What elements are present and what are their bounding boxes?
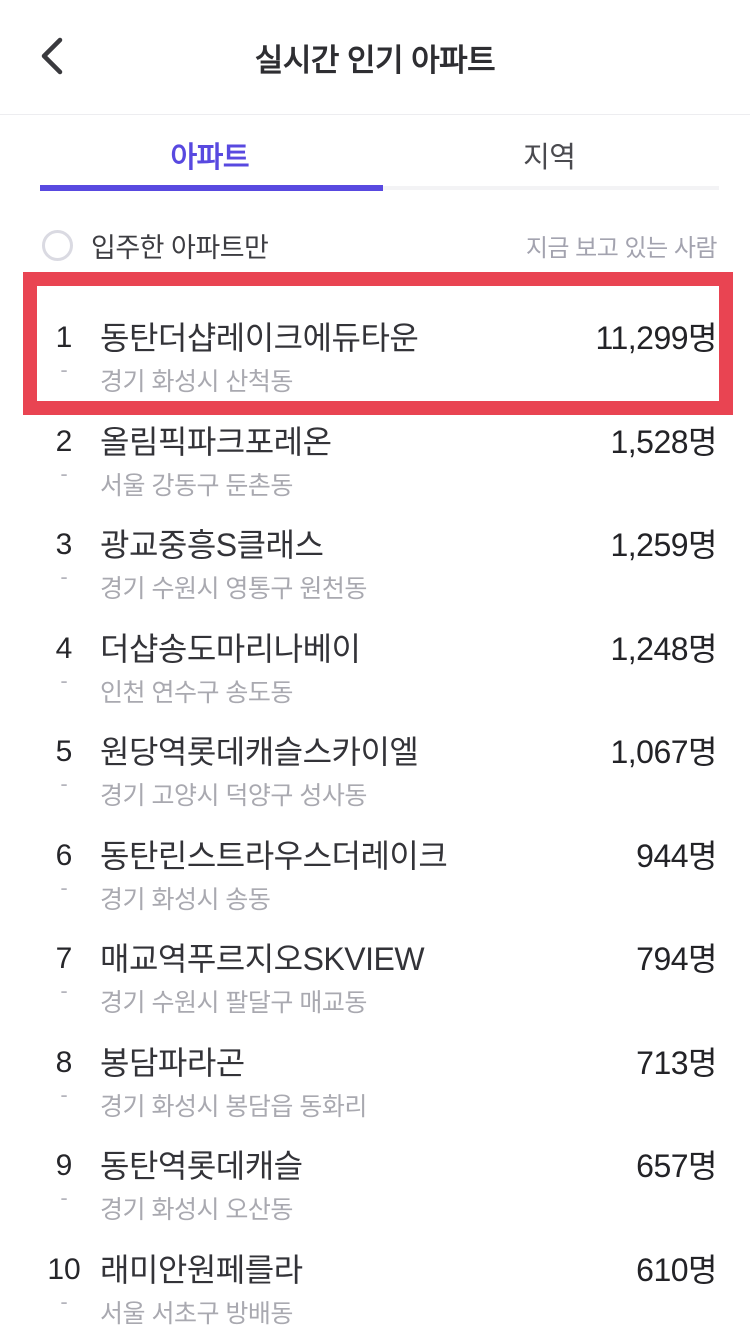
viewer-count: 1,259명 [610, 527, 717, 563]
rank-number: 4 [55, 631, 73, 665]
back-button[interactable] [36, 35, 80, 79]
rank-number: 9 [55, 1149, 73, 1182]
rank-change-indicator: - [60, 1288, 68, 1314]
viewer-count: 1,528명 [610, 423, 717, 460]
rank-change-indicator: - [60, 874, 68, 900]
viewer-count: 657명 [636, 1148, 717, 1184]
apartment-name: 광교중흥S클래스 [100, 527, 324, 563]
rank-item-5[interactable]: 5 - 원당역롯데캐슬스카이엘 경기 고양시 덕양구 성사동 1,067명 [0, 709, 750, 813]
rank-change-indicator: - [60, 357, 68, 382]
rank-item-10[interactable]: 10 - 래미안원페를라 서울 서초구 방배동 610명 [0, 1227, 750, 1331]
rank-change-indicator: - [60, 460, 68, 486]
rank-column: 5 - [40, 731, 88, 796]
apartment-location: 경기 고양시 덕양구 성사동 [100, 782, 367, 810]
rank-number: 5 [55, 735, 73, 768]
tab-region[interactable]: 지역 [380, 115, 720, 195]
rank-number: 6 [55, 838, 73, 872]
apartment-name: 동탄역롯데캐슬 [100, 1148, 303, 1184]
apartment-name: 원당역롯데캐슬스카이엘 [100, 734, 419, 770]
apartment-info: 동탄더샵레이크에듀타운 경기 화성시 산척동 [100, 317, 419, 399]
rank-column: 8 - [40, 1042, 88, 1107]
rank-column: 4 - [40, 628, 88, 693]
apartment-name: 동탄더샵레이크에듀타운 [100, 320, 419, 356]
apartment-info: 광교중흥S클래스 경기 수원시 영통구 원천동 [100, 524, 367, 606]
rank-column: 10 - [40, 1249, 88, 1314]
apartment-location: 경기 화성시 오산동 [100, 1196, 293, 1224]
apartment-info: 원당역롯데캐슬스카이엘 경기 고양시 덕양구 성사동 [100, 731, 419, 813]
rank-column: 3 - [40, 524, 88, 589]
viewer-count: 610명 [636, 1251, 717, 1288]
apartment-name: 매교역푸르지오SKVIEW [100, 941, 425, 977]
rank-item-3[interactable]: 3 - 광교중흥S클래스 경기 수원시 영통구 원천동 1,259명 [0, 502, 750, 606]
apartment-info: 동탄역롯데캐슬 경기 화성시 오산동 [100, 1145, 303, 1227]
rank-number: 10 [47, 1252, 81, 1286]
apartment-info: 동탄린스트라우스더레이크 경기 화성시 송동 [100, 835, 448, 917]
rank-column: 7 - [40, 938, 88, 1003]
viewer-count: 1,248명 [610, 630, 717, 667]
apartment-rank-list: 1 - 동탄더샵레이크에듀타운 경기 화성시 산척동 11,299명 2 - 올… [0, 295, 750, 1330]
rank-column: 1 - [40, 317, 88, 382]
filter-row: 입주한 아파트만 지금 보고 있는 사람 [0, 195, 750, 295]
apartment-name: 봉담파라곤 [100, 1044, 245, 1081]
apartment-location: 경기 수원시 영통구 원천동 [100, 575, 367, 603]
rank-number: 3 [55, 528, 73, 561]
apartment-location: 경기 화성시 산척동 [100, 368, 293, 396]
apartment-location: 서울 서초구 방배동 [100, 1299, 293, 1328]
viewer-count: 944명 [636, 837, 717, 874]
occupied-only-label[interactable]: 입주한 아파트만 [91, 232, 269, 263]
viewer-count: 11,299명 [595, 320, 718, 356]
rank-change-indicator: - [60, 667, 68, 693]
apartment-info: 봉담파라곤 경기 화성시 봉담읍 동화리 [100, 1042, 367, 1124]
rank-column: 9 - [40, 1145, 88, 1210]
rank-change-indicator: - [60, 564, 68, 589]
apartment-location: 경기 화성시 봉담읍 동화리 [100, 1092, 367, 1121]
rank-item-8[interactable]: 8 - 봉담파라곤 경기 화성시 봉담읍 동화리 713명 [0, 1020, 750, 1124]
apartment-name: 더샵송도마리나베이 [100, 630, 361, 667]
viewers-column-hint: 지금 보고 있는 사람 [525, 234, 718, 262]
page-title: 실시간 인기 아파트 [254, 42, 496, 78]
apartment-info: 래미안원페를라 서울 서초구 방배동 [100, 1249, 303, 1331]
rank-number: 7 [55, 942, 73, 975]
rank-number: 1 [55, 321, 73, 354]
rank-column: 6 - [40, 835, 88, 900]
apartment-name: 동탄린스트라우스더레이크 [100, 837, 448, 874]
rank-item-7[interactable]: 7 - 매교역푸르지오SKVIEW 경기 수원시 팔달구 매교동 794명 [0, 916, 750, 1020]
apartment-location: 서울 강동구 둔촌동 [100, 471, 293, 500]
rank-item-9[interactable]: 9 - 동탄역롯데캐슬 경기 화성시 오산동 657명 [0, 1123, 750, 1227]
tab-apartment[interactable]: 아파트 [40, 115, 380, 195]
apartment-info: 올림픽파크포레온 서울 강동구 둔촌동 [100, 421, 332, 503]
viewer-count: 713명 [636, 1044, 717, 1081]
apartment-name: 올림픽파크포레온 [100, 423, 332, 460]
apartment-info: 더샵송도마리나베이 인천 연수구 송도동 [100, 628, 361, 710]
rank-item-2[interactable]: 2 - 올림픽파크포레온 서울 강동구 둔촌동 1,528명 [0, 399, 750, 503]
rank-column: 2 - [40, 421, 88, 486]
rank-change-indicator: - [60, 1081, 68, 1107]
rank-change-indicator: - [60, 978, 68, 1003]
rank-item-1[interactable]: 1 - 동탄더샵레이크에듀타운 경기 화성시 산척동 11,299명 [0, 295, 750, 399]
apartment-location: 경기 수원시 팔달구 매교동 [100, 989, 367, 1017]
tab-bar: 아파트 지역 [0, 115, 750, 195]
apartment-name: 래미안원페를라 [100, 1251, 303, 1288]
viewer-count: 1,067명 [610, 734, 717, 770]
header: 실시간 인기 아파트 [0, 0, 750, 115]
occupied-only-toggle-icon[interactable] [42, 229, 73, 261]
viewer-count: 794명 [636, 941, 717, 977]
rank-item-4[interactable]: 4 - 더샵송도마리나베이 인천 연수구 송도동 1,248명 [0, 606, 750, 710]
apartment-location: 경기 화성시 송동 [100, 885, 271, 914]
rank-number: 8 [55, 1045, 73, 1079]
apartment-location: 인천 연수구 송도동 [100, 678, 293, 707]
chevron-left-icon [36, 35, 66, 80]
apartment-info: 매교역푸르지오SKVIEW 경기 수원시 팔달구 매교동 [100, 938, 425, 1020]
rank-item-6[interactable]: 6 - 동탄린스트라우스더레이크 경기 화성시 송동 944명 [0, 813, 750, 917]
rank-change-indicator: - [60, 771, 68, 796]
tab-active-indicator [40, 185, 383, 191]
rank-number: 2 [55, 424, 73, 458]
rank-change-indicator: - [60, 1185, 68, 1210]
